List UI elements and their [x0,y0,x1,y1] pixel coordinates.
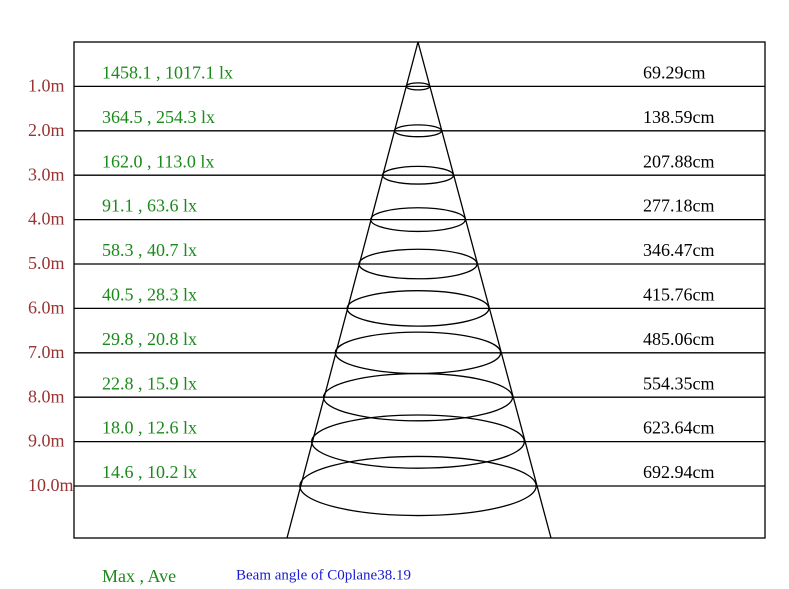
diameter-label: 138.59cm [643,107,715,127]
lux-label: 58.3 , 40.7 lx [102,240,197,260]
beam-ellipse [311,414,525,469]
diameter-label: 415.76cm [643,285,715,305]
distance-label: 8.0m [28,386,65,406]
lux-label: 18.0 , 12.6 lx [102,418,197,438]
diameter-label: 69.29cm [643,63,706,83]
distance-label: 5.0m [28,253,65,273]
beam-ellipse [405,82,431,91]
frame [73,41,766,539]
beam-ellipse [358,248,478,280]
distance-label: 2.0m [28,120,65,140]
legend: Max , Ave [102,566,176,586]
diameter-label: 346.47cm [643,240,715,260]
diameter-label: 623.64cm [643,418,715,438]
lux-label: 162.0 , 113.0 lx [102,151,214,171]
diameter-label: 485.06cm [643,329,715,349]
distance-label: 3.0m [28,164,65,184]
lux-label: 1458.1 , 1017.1 lx [102,63,233,83]
lux-label: 29.8 , 20.8 lx [102,329,197,349]
distance-label: 1.0m [28,76,65,96]
cone-edge [286,41,419,539]
beam-angle: Beam angle of C0plane38.19 [236,567,411,583]
cone-edge [417,41,552,539]
diameter-label: 554.35cm [643,373,715,393]
distance-label: 4.0m [28,209,65,229]
distance-label: 9.0m [28,431,65,451]
lux-label: 91.1 , 63.6 lx [102,196,197,216]
beam-ellipse [393,124,443,138]
beam-ellipse [346,290,490,327]
lux-label: 14.6 , 10.2 lx [102,462,197,482]
beam-ellipse [370,207,466,233]
diameter-label: 692.94cm [643,462,715,482]
diameter-label: 277.18cm [643,196,715,216]
distance-label: 6.0m [28,298,65,318]
lux-label: 364.5 , 254.3 lx [102,107,215,127]
lux-label: 40.5 , 28.3 lx [102,285,197,305]
beam-ellipse [322,372,514,422]
beam-ellipse [381,165,455,185]
distance-label: 10.0m [28,475,74,495]
lux-label: 22.8 , 15.9 lx [102,373,197,393]
distance-label: 7.0m [28,342,65,362]
beam-ellipse [299,455,537,517]
diameter-label: 207.88cm [643,151,715,171]
